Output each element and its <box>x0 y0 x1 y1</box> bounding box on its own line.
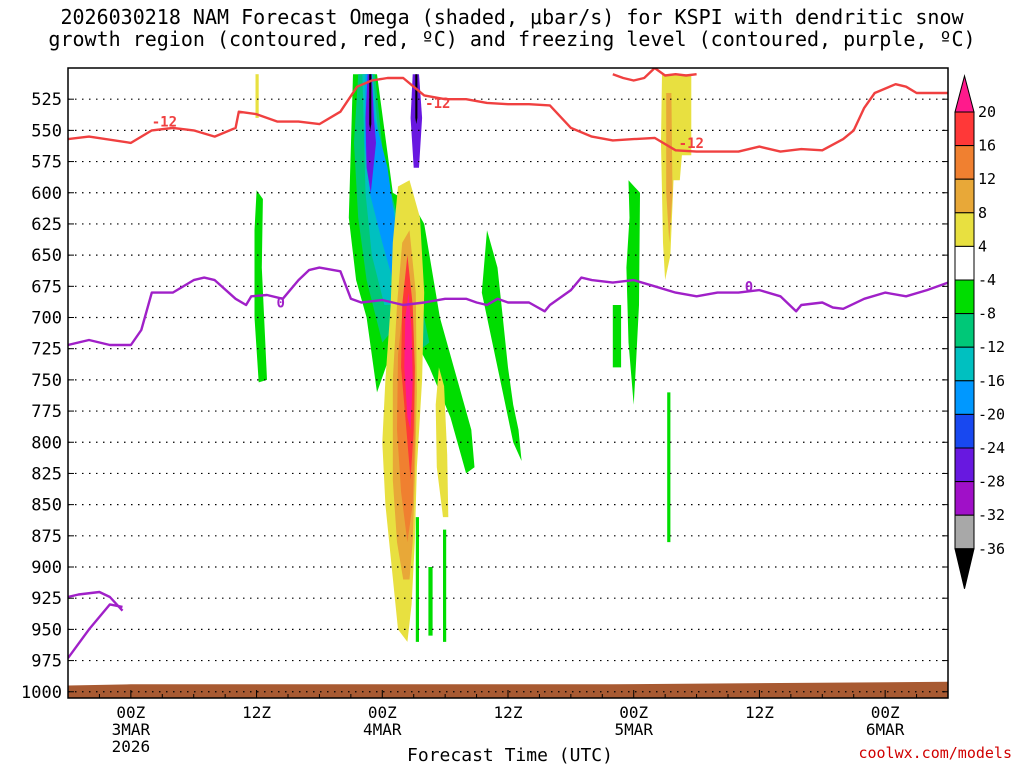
chart-title: 2026030218 NAM Forecast Omega (shaded, μ… <box>0 6 1024 50</box>
y-tick-label-1000: 1000 <box>21 683 62 703</box>
colorbar-swatch-12 <box>954 481 975 516</box>
y-tick-label-725: 725 <box>31 340 62 360</box>
y-tick-label-900: 900 <box>31 558 62 578</box>
colorbar-swatch-1 <box>954 111 975 147</box>
colorbar-label-8: -16 <box>978 372 1005 390</box>
colorbar-swatch-6 <box>954 279 975 315</box>
colorbar-swatch-9 <box>954 380 975 415</box>
omega-region-green-streak-2 <box>428 567 433 636</box>
colorbar: 20 16 12 8 4 -4 -8 -12 -16 -20 -24 -28 -32 -36 <box>954 74 1005 589</box>
y-tick-label-975: 975 <box>31 652 62 672</box>
x-tick-label-24-2: 2026 <box>112 737 151 756</box>
colorbar-label-10: -24 <box>978 439 1005 457</box>
omega-region-yellow-early <box>255 74 259 118</box>
omega-region-green-right <box>481 230 522 461</box>
source-credit[interactable]: coolwx.com/models <box>858 744 1012 762</box>
omega-region-magenta-main <box>404 292 413 430</box>
contour-minus-12-dgz-main <box>68 76 948 153</box>
contour-label-3: 0 <box>276 296 284 312</box>
omega-region-yellow-mid <box>435 367 449 518</box>
contour-zero-freezing-low <box>68 590 124 612</box>
x-tick-label-24-1: 3MAR <box>112 720 151 739</box>
x-tick-label-96-0: 00Z <box>871 703 900 722</box>
colorbar-label-12: -32 <box>978 506 1005 524</box>
colorbar-label-9: -20 <box>978 405 1005 423</box>
y-tick-label-750: 750 <box>31 371 62 391</box>
colorbar-swatch-7 <box>954 313 975 348</box>
colorbar-label-11: -28 <box>978 473 1005 491</box>
colorbar-label-4: 4 <box>978 237 987 255</box>
omega-region-black-right <box>415 74 418 125</box>
colorbar-swatch-3 <box>954 178 975 214</box>
y-tick-label-925: 925 <box>31 589 62 609</box>
contour-label-4: 0 <box>745 279 753 295</box>
colorbar-swatch-8 <box>954 346 975 382</box>
axes-layer: 525 550 575 600 625 650 675 700 725 750 775 800 825 8… <box>21 67 949 756</box>
y-tick-label-625: 625 <box>31 215 62 235</box>
colorbar-swatch-2 <box>954 145 975 180</box>
y-tick-label-575: 575 <box>31 153 62 173</box>
omega-region-green-evening-2 <box>612 305 622 368</box>
omega-region-green-evening-1 <box>626 180 640 405</box>
y-tick-label-950: 950 <box>31 620 62 640</box>
colorbar-swatch-5 <box>954 245 975 281</box>
chart-title-line1: 2026030218 NAM Forecast Omega (shaded, μ… <box>60 5 964 29</box>
colorbar-cap-top <box>954 74 975 113</box>
omega-region-purple-left <box>365 74 376 193</box>
y-tick-label-850: 850 <box>31 496 62 516</box>
colorbar-label-3: 8 <box>978 204 987 222</box>
omega-region-yellow-evening <box>661 74 692 281</box>
y-tick-label-650: 650 <box>31 246 62 266</box>
y-tick-label-700: 700 <box>31 309 62 329</box>
x-tick-label-60-0: 12Z <box>494 703 523 722</box>
contour-minus-12-dgz-top <box>612 68 697 82</box>
colorbar-label-1: 16 <box>978 137 996 155</box>
y-tick-label-875: 875 <box>31 527 62 547</box>
contour-label-0: -12 <box>152 115 177 131</box>
contour-zero-freezing-low-2 <box>68 603 123 659</box>
colorbar-label-13: -36 <box>978 540 1005 558</box>
colorbar-label-0: 20 <box>978 103 996 121</box>
omega-region-ground <box>68 681 948 698</box>
omega-region-green-streak-1 <box>415 517 419 642</box>
contour-label-1: -12 <box>425 96 450 112</box>
x-tick-label-48-1: 4MAR <box>363 720 402 739</box>
colorbar-label-6: -8 <box>978 305 996 323</box>
omega-region-green-early <box>254 190 267 383</box>
x-tick-label-48-0: 00Z <box>368 703 397 722</box>
x-tick-label-36-0: 12Z <box>242 703 271 722</box>
omega-region-green-streak-3 <box>443 529 447 642</box>
x-axis-label: Forecast Time (UTC) <box>407 745 613 766</box>
y-tick-label-675: 675 <box>31 277 62 297</box>
omega-region-black-left <box>369 74 372 131</box>
contour-zero-freezing-main <box>68 266 948 347</box>
chart-title-line2: growth region (contoured, red, ºC) and f… <box>48 27 976 51</box>
y-tick-label-525: 525 <box>31 90 62 110</box>
colorbar-label-5: -4 <box>978 271 996 289</box>
contour-label-2: -12 <box>679 136 704 152</box>
colorbar-swatch-4 <box>954 212 975 247</box>
y-tick-label-825: 825 <box>31 464 62 484</box>
omega-region-green-evening-3 <box>667 392 671 543</box>
colorbar-label-2: 12 <box>978 170 996 188</box>
colorbar-swatch-11 <box>954 447 975 483</box>
colorbar-cap-bottom <box>954 548 975 589</box>
colorbar-swatch-13 <box>954 514 975 550</box>
y-tick-label-800: 800 <box>31 433 62 453</box>
contour-layer: -12 -12 -12 0 0 <box>68 68 948 659</box>
x-tick-label-84-0: 12Z <box>745 703 774 722</box>
y-tick-label-600: 600 <box>31 184 62 204</box>
y-tick-label-550: 550 <box>31 121 62 141</box>
x-tick-label-96-1: 6MAR <box>866 720 905 739</box>
omega-shading-layer <box>68 74 948 698</box>
x-tick-label-24-0: 00Z <box>116 703 145 722</box>
x-tick-label-72-0: 00Z <box>619 703 648 722</box>
y-tick-label-775: 775 <box>31 402 62 422</box>
colorbar-label-7: -12 <box>978 338 1005 356</box>
x-tick-label-72-1: 5MAR <box>614 720 653 739</box>
colorbar-swatch-10 <box>954 413 975 449</box>
